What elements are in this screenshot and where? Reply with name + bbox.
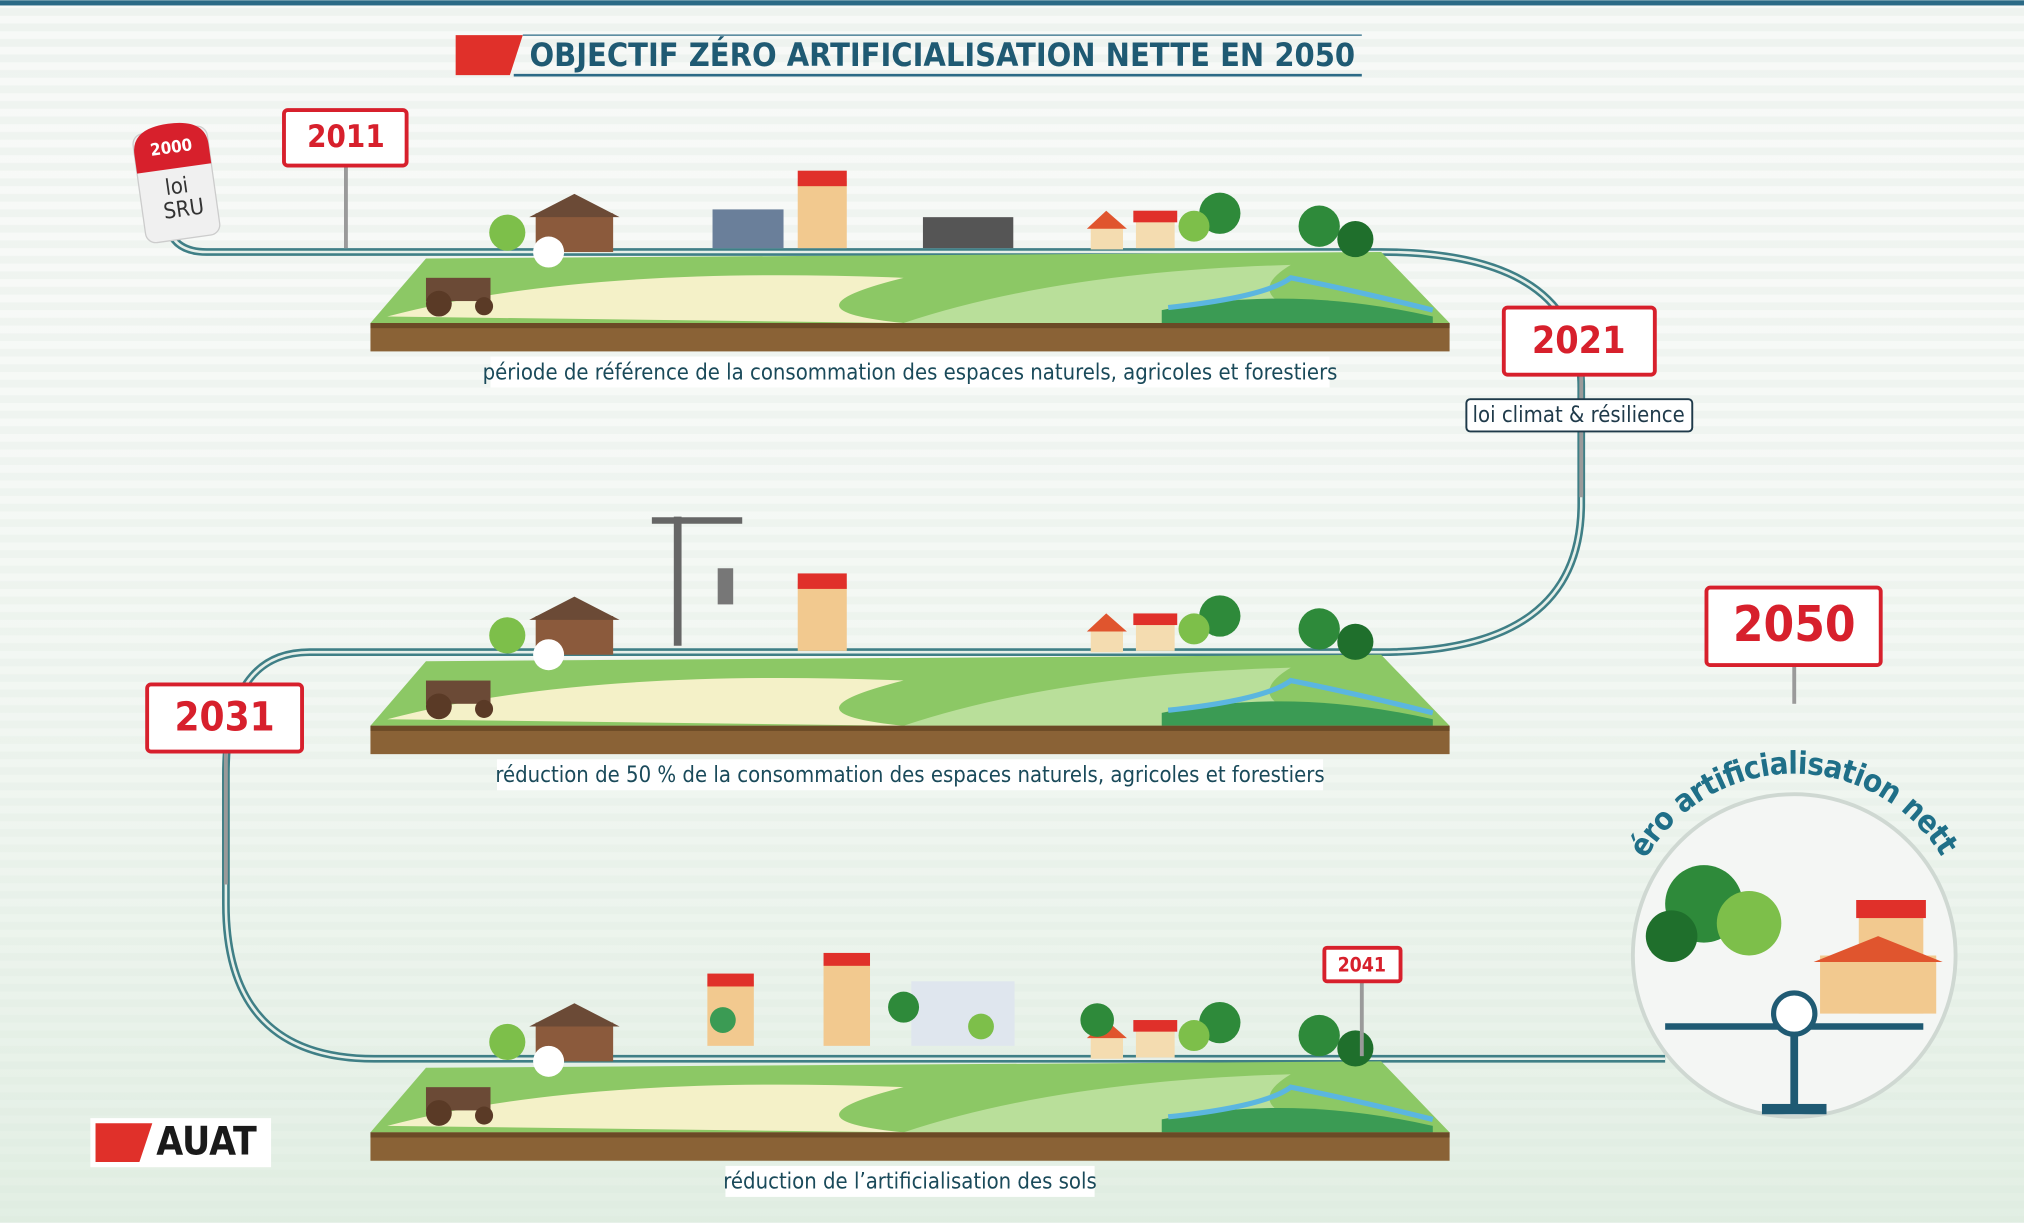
milestone-year: 2050: [1733, 595, 1856, 653]
infographic: OBJECTIF ZÉRO ARTIFICIALISATION NETTE EN…: [0, 0, 2024, 1223]
milestone-year: 2031: [175, 694, 275, 740]
milestone-year: 2011: [307, 119, 385, 155]
logo: AUAT: [156, 1119, 257, 1164]
caption: période de référence de la consommation …: [483, 360, 1338, 385]
milestone-label: loi climat & résilience: [1473, 403, 1685, 428]
milestone-year: 2041: [1338, 953, 1386, 976]
milestone-year: 2021: [1532, 318, 1626, 362]
top-border: [0, 0, 2024, 5]
title: OBJECTIF ZÉRO ARTIFICIALISATION NETTE EN…: [529, 36, 1355, 74]
caption: réduction de 50 % de la consommation des…: [495, 763, 1324, 788]
caption: réduction de l’artificialisation des sol…: [723, 1170, 1096, 1195]
